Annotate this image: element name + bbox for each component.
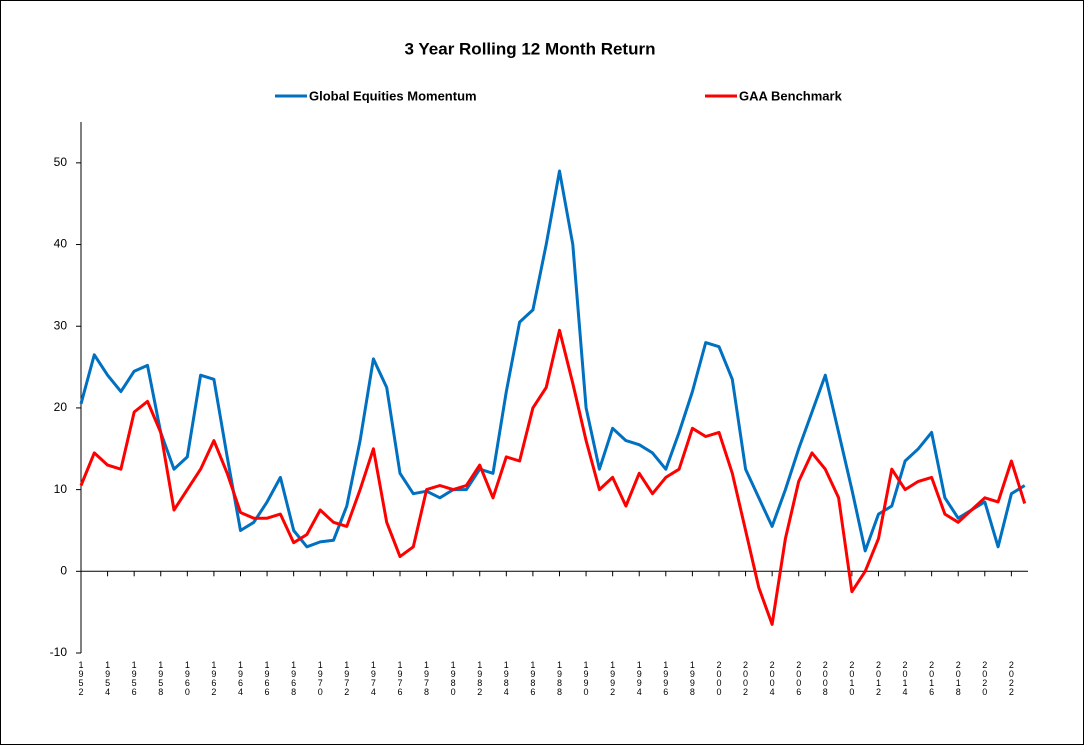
x-tick-label: 1964 [235,660,245,696]
x-tick-label: 1980 [448,660,458,696]
series-line [79,328,1027,626]
y-tick-label: 50 [54,155,68,169]
x-tick-label: 2020 [980,660,990,696]
x-tick-label: 1990 [581,660,591,696]
x-tick-label: 2006 [794,660,804,696]
x-tick-label: 1976 [395,660,405,696]
legend-label: Global Equities Momentum [309,88,477,103]
legend-label: GAA Benchmark [739,88,843,103]
x-tick-label: 1962 [209,660,219,696]
x-tick-label: 1994 [634,660,644,696]
x-tick-label: 1982 [475,660,485,696]
x-tick-label: 1992 [608,660,618,696]
x-tick-label: 2022 [1006,660,1016,696]
x-tick-label: 1968 [289,660,299,696]
x-tick-label: 1986 [528,660,538,696]
x-tick-label: 1966 [262,660,272,696]
x-tick-label: 1974 [368,660,378,696]
x-tick-label: 1952 [76,660,86,696]
x-tick-label: 1970 [315,660,325,696]
x-tick-label: 1960 [182,660,192,696]
x-tick-label: 1984 [501,660,511,696]
x-tick-label: 2000 [714,660,724,696]
x-tick-label: 2010 [847,660,857,696]
x-tick-label: 1972 [342,660,352,696]
x-tick-label: 1954 [103,660,113,696]
x-tick-label: 1958 [156,660,166,696]
y-tick-label: -10 [50,645,68,659]
y-tick-label: 30 [54,318,68,332]
x-tick-label: 1996 [661,660,671,696]
x-tick-label: 2018 [953,660,963,696]
y-tick-label: 20 [54,400,68,414]
x-tick-label: 2002 [741,660,751,696]
y-tick-label: 0 [60,563,67,577]
chart-title: 3 Year Rolling 12 Month Return [405,39,656,58]
x-tick-label: 1988 [554,660,564,696]
x-tick-label: 2016 [927,660,937,696]
x-tick-label: 1956 [129,660,139,696]
series-line [79,169,1026,553]
y-tick-label: 10 [54,482,68,496]
x-tick-label: 1978 [422,660,432,696]
x-tick-label: 1998 [687,660,697,696]
y-tick-label: 40 [54,237,68,251]
x-tick-label: 2008 [820,660,830,696]
x-tick-label: 2004 [767,660,777,696]
x-tick-label: 2014 [900,660,910,696]
x-tick-label: 2012 [873,660,883,696]
